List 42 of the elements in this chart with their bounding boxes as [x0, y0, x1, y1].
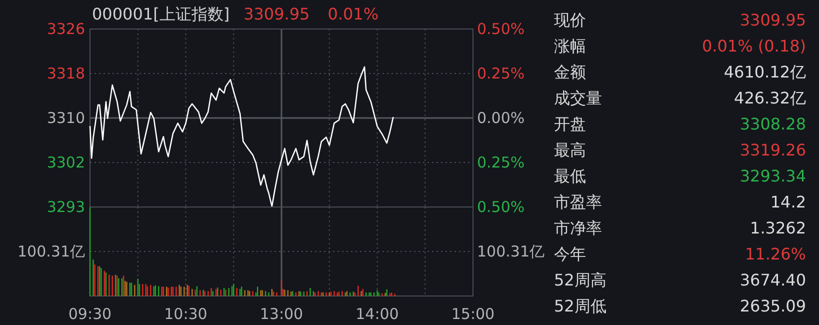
x-tick-label: 14:00	[356, 305, 399, 323]
category-label: 最低	[554, 166, 586, 186]
category-label: 现价	[554, 10, 586, 30]
category-label: 市净率	[554, 218, 602, 238]
category-label: 成交量	[554, 88, 602, 108]
category-label: 52周高	[554, 270, 606, 290]
y2-tick-label: 0.50%	[477, 198, 525, 216]
text: 3319.26	[740, 140, 806, 160]
category-label: 涨幅	[554, 36, 586, 56]
y-tick-label: 3310	[46, 109, 85, 127]
category-label: 最高	[554, 140, 586, 160]
category-label: 市盈率	[554, 192, 602, 212]
text: 3308.28	[740, 114, 806, 134]
y-tick-label: 3318	[46, 64, 85, 83]
x-tick-label: 10:30	[164, 305, 208, 323]
category-label: 开盘	[554, 114, 586, 134]
y-tick-label: 3326	[46, 20, 85, 38]
text: 3309.95	[244, 4, 310, 24]
y-tick-label: 3302	[46, 153, 85, 172]
y2-tick-label: 0.25%	[477, 64, 525, 82]
y2-tick-label: 0.25%	[477, 154, 525, 172]
text: 14.2	[770, 192, 806, 212]
x-tick-label: 15:00	[451, 305, 495, 323]
x-tick-label: 13:00	[260, 305, 304, 323]
category-label: 今年	[554, 244, 586, 264]
chart-title: 000001[上证指数]	[92, 4, 230, 24]
text: 3293.34	[740, 166, 806, 186]
text: 0.01% (0.18)	[702, 36, 806, 56]
text: 426.32亿	[734, 88, 806, 108]
text: 2635.09	[740, 296, 806, 316]
text: 4610.12亿	[724, 62, 806, 82]
category-label: 52周低	[554, 296, 606, 316]
y2-tick-label: 0.00%	[477, 109, 525, 127]
text: 3309.95	[740, 10, 806, 30]
text: 3674.40	[740, 270, 806, 290]
y2-tick-label: 0.50%	[477, 20, 525, 38]
y-tick-label: 3293	[46, 198, 85, 216]
category-label: 金额	[554, 62, 586, 82]
text: 11.26%	[744, 244, 806, 264]
text: 0.01%	[328, 4, 379, 24]
x-tick-label: 09:30	[68, 305, 112, 323]
text: 1.3262	[750, 218, 806, 238]
